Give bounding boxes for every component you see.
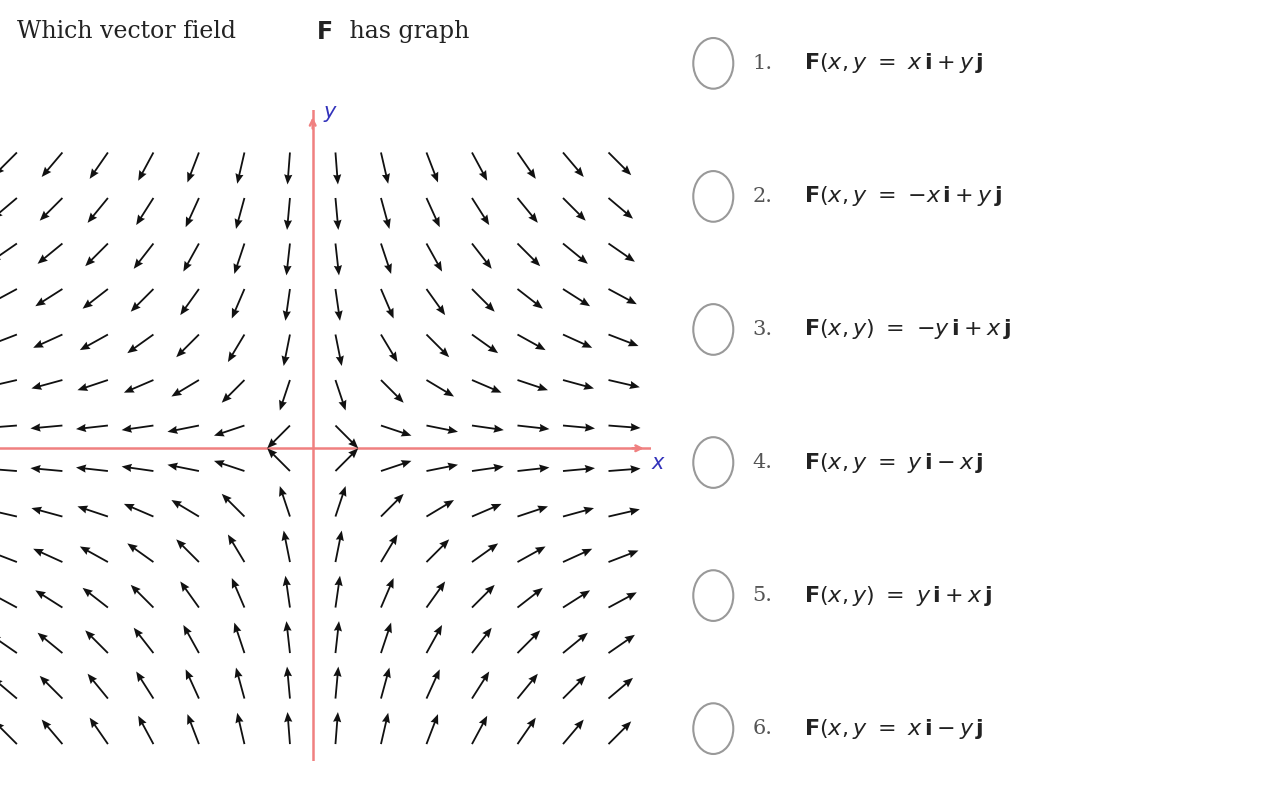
Text: $\mathbf{F}(x, y)\ =\ y\,\mathbf{i}+x\,\mathbf{j}$: $\mathbf{F}(x, y)\ =\ y\,\mathbf{i}+x\,\… xyxy=(804,584,993,607)
Text: $\mathbf{F}(x, y\ =\ x\,\mathbf{i}-y\,\mathbf{j}$: $\mathbf{F}(x, y\ =\ x\,\mathbf{i}-y\,\m… xyxy=(804,717,984,741)
Text: 2.: 2. xyxy=(753,187,773,206)
Text: has graph: has graph xyxy=(342,20,470,43)
Text: $\mathbf{F}(x, y)\ =\ {-y}\,\mathbf{i}+x\,\mathbf{j}$: $\mathbf{F}(x, y)\ =\ {-y}\,\mathbf{i}+x… xyxy=(804,318,1011,341)
Circle shape xyxy=(693,437,734,488)
Text: 5.: 5. xyxy=(753,586,773,605)
Text: 1.: 1. xyxy=(753,54,773,73)
Text: Which vector field: Which vector field xyxy=(17,20,244,43)
Circle shape xyxy=(693,304,734,355)
Text: $\mathbf{F}(x, y\ =\ x\,\mathbf{i}+y\,\mathbf{j}$: $\mathbf{F}(x, y\ =\ x\,\mathbf{i}+y\,\m… xyxy=(804,51,984,75)
Text: $\mathbf{F}(x, y\ =\ {-x}\,\mathbf{i}+y\,\mathbf{j}$: $\mathbf{F}(x, y\ =\ {-x}\,\mathbf{i}+y\… xyxy=(804,185,1002,208)
Circle shape xyxy=(693,703,734,754)
Text: $x$: $x$ xyxy=(651,452,666,473)
Circle shape xyxy=(693,171,734,222)
Text: 3.: 3. xyxy=(753,320,773,339)
Text: $y$: $y$ xyxy=(323,105,338,124)
Text: 4.: 4. xyxy=(753,453,773,472)
Text: $\mathbf{F}(x, y\ =\ y\,\mathbf{i}-x\,\mathbf{j}$: $\mathbf{F}(x, y\ =\ y\,\mathbf{i}-x\,\m… xyxy=(804,451,984,474)
Circle shape xyxy=(693,38,734,89)
Text: 6.: 6. xyxy=(753,719,773,738)
Circle shape xyxy=(693,570,734,621)
Text: $\mathbf{F}$: $\mathbf{F}$ xyxy=(316,20,333,44)
